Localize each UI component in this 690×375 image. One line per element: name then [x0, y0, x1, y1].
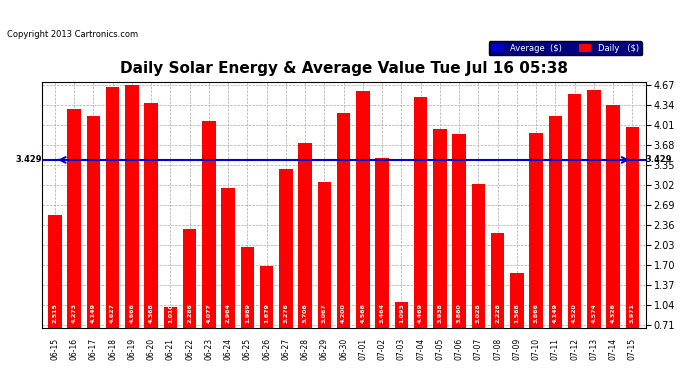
- Text: 2.286: 2.286: [187, 303, 193, 322]
- Text: 1.093: 1.093: [399, 303, 404, 322]
- Bar: [279, 169, 293, 368]
- Bar: [260, 266, 273, 368]
- Bar: [356, 91, 370, 368]
- Text: 3.429: 3.429: [15, 155, 41, 164]
- Text: 1.989: 1.989: [245, 303, 250, 322]
- Text: 4.326: 4.326: [611, 303, 615, 322]
- Bar: [241, 248, 254, 368]
- Text: 4.149: 4.149: [91, 303, 96, 322]
- Text: 3.706: 3.706: [303, 303, 308, 322]
- Text: 3.971: 3.971: [630, 303, 635, 322]
- Bar: [125, 85, 139, 368]
- Text: 3.866: 3.866: [533, 303, 539, 322]
- Text: 3.028: 3.028: [476, 303, 481, 322]
- Bar: [587, 90, 600, 368]
- Bar: [453, 134, 466, 368]
- Text: 4.368: 4.368: [149, 303, 154, 322]
- Text: 4.627: 4.627: [110, 303, 115, 322]
- Bar: [164, 307, 177, 368]
- Bar: [183, 230, 197, 368]
- Text: 2.964: 2.964: [226, 303, 230, 322]
- Text: Copyright 2013 Cartronics.com: Copyright 2013 Cartronics.com: [7, 30, 138, 39]
- Text: 3.860: 3.860: [457, 303, 462, 322]
- Bar: [144, 103, 158, 368]
- Text: 2.228: 2.228: [495, 303, 500, 322]
- Bar: [202, 121, 216, 368]
- Text: 3.276: 3.276: [284, 303, 288, 322]
- Text: 3.938: 3.938: [437, 303, 442, 322]
- Text: 4.200: 4.200: [341, 303, 346, 322]
- Bar: [414, 97, 427, 368]
- Text: 1.010: 1.010: [168, 303, 173, 322]
- Text: 1.568: 1.568: [515, 303, 520, 322]
- Bar: [395, 302, 408, 368]
- Text: 3.464: 3.464: [380, 303, 384, 322]
- Bar: [106, 87, 119, 368]
- Bar: [491, 233, 504, 368]
- Text: 1.679: 1.679: [264, 303, 269, 322]
- Bar: [529, 134, 543, 368]
- Text: 4.077: 4.077: [206, 303, 211, 322]
- Bar: [568, 94, 582, 368]
- Bar: [317, 182, 331, 368]
- Text: 4.520: 4.520: [572, 303, 577, 322]
- Bar: [607, 105, 620, 368]
- Text: 4.149: 4.149: [553, 303, 558, 322]
- Text: 3.067: 3.067: [322, 303, 327, 322]
- Bar: [510, 273, 524, 368]
- Bar: [472, 184, 485, 368]
- Legend: Average  ($), Daily   ($): Average ($), Daily ($): [489, 41, 642, 56]
- Text: 4.273: 4.273: [72, 303, 77, 322]
- Text: 4.574: 4.574: [591, 303, 596, 322]
- Bar: [549, 116, 562, 368]
- Bar: [626, 127, 639, 368]
- Bar: [48, 215, 61, 368]
- Text: 4.666: 4.666: [130, 303, 135, 322]
- Bar: [87, 116, 100, 368]
- Text: 3.429: 3.429: [646, 155, 672, 164]
- Bar: [299, 143, 312, 368]
- Bar: [337, 113, 351, 368]
- Bar: [68, 109, 81, 368]
- Text: 4.566: 4.566: [360, 303, 366, 322]
- Bar: [433, 129, 446, 368]
- Bar: [375, 158, 389, 368]
- Bar: [221, 188, 235, 368]
- Text: 4.469: 4.469: [418, 303, 423, 322]
- Text: 2.515: 2.515: [52, 303, 57, 322]
- Title: Daily Solar Energy & Average Value Tue Jul 16 05:38: Daily Solar Energy & Average Value Tue J…: [119, 61, 568, 76]
